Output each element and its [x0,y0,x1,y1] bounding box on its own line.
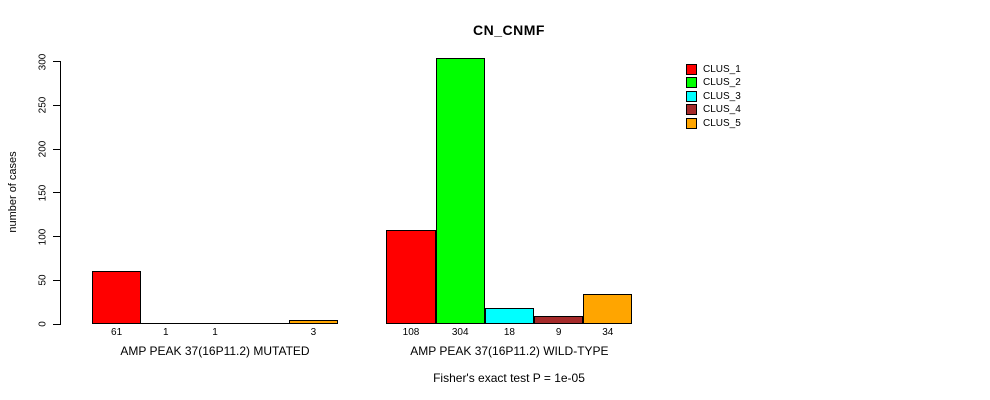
bar-clus_2-mutated [141,323,191,324]
bar-value-label: 18 [503,327,515,338]
y-axis-tick [53,236,61,237]
legend-label: CLUS_4 [703,104,741,116]
y-axis-tick-label: 50 [37,274,49,286]
y-axis-tick-label: 150 [37,184,49,202]
legend-entry: CLUS_4 [686,104,741,116]
bar-clus_4-mutated [239,323,289,324]
chart-title: CN_CNMF [473,22,545,38]
y-axis-tick-label: 100 [37,228,49,245]
y-axis-tick [53,279,61,281]
bar-clus_2-wild-type [435,58,485,324]
bar-value-label: 61 [111,327,123,338]
bar-value-label: 3 [310,327,317,338]
y-axis-tick [53,61,61,62]
legend-swatch-clus_1 [686,64,697,75]
y-axis-tick [53,148,61,150]
y-axis-tick-label: 0 [37,321,49,327]
legend-label: CLUS_2 [703,77,741,89]
y-axis-tick-label: 200 [37,140,49,158]
legend-swatch-clus_4 [686,104,697,116]
legend-entry: CLUS_1 [686,64,741,75]
bar-value-label: 9 [555,327,562,338]
y-axis-tick-label: 250 [37,96,49,114]
y-axis-tick-label: 300 [37,53,49,70]
bar-clus_4-wild-type [534,316,584,324]
bar-clus_3-wild-type [484,308,534,324]
legend-label: CLUS_3 [703,90,741,102]
bar-clus_1-wild-type [386,229,436,324]
fisher-test-annotation: Fisher's exact test P = 1e-05 [433,371,585,385]
group-label-wild-type: AMP PEAK 37(16P11.2) WILD-TYPE [410,344,609,358]
y-axis-tick [53,192,61,194]
legend-label: CLUS_5 [703,117,741,129]
bar-clus_5-mutated [288,320,338,324]
legend-swatch-clus_3 [686,90,697,102]
legend-entry: CLUS_3 [686,90,741,102]
group-label-mutated: AMP PEAK 37(16P11.2) MUTATED [120,344,310,358]
legend-entry: CLUS_2 [686,77,741,89]
bar-clus_3-mutated [190,323,240,324]
bar-value-label: 304 [451,327,469,338]
bar-value-label: 1 [163,327,169,338]
bar-value-label: 34 [602,327,614,338]
y-axis-tick [53,323,61,325]
legend-swatch-clus_5 [686,117,697,129]
legend-entry: CLUS_5 [686,117,741,129]
legend-swatch-clus_2 [686,77,697,89]
y-axis-label: number of cases [7,151,19,233]
legend-label: CLUS_1 [703,64,741,75]
bar-clus_5-wild-type [583,294,633,324]
bar-value-label: 108 [402,327,420,338]
bar-clus_1-mutated [92,270,142,324]
y-axis-tick [53,104,61,106]
bar-value-label: 1 [212,327,218,338]
